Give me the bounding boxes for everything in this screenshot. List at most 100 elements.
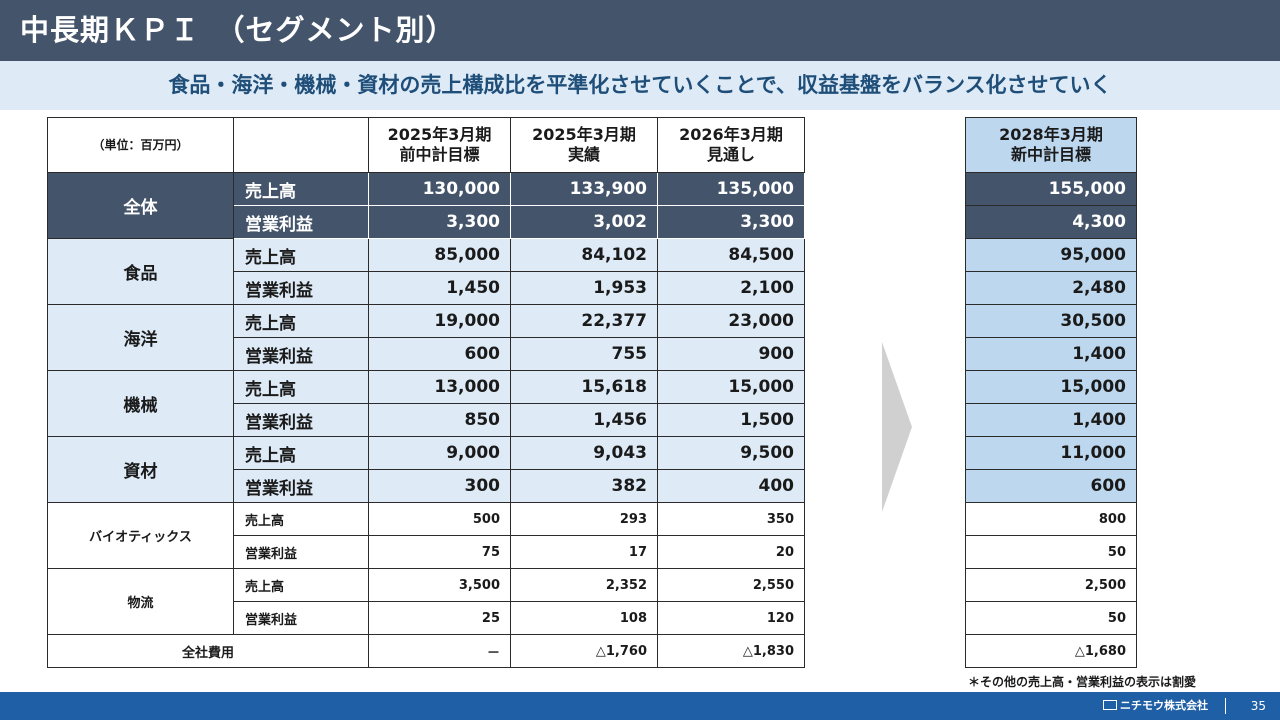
row-label: 売上高 <box>233 172 369 206</box>
cell-value: 120 <box>657 601 805 635</box>
table-row: バイオティックス 売上高 500 293 350 <box>47 502 805 569</box>
header-prev-target: 2025年3月期 前中計目標 <box>368 117 511 173</box>
cell-value: 75 <box>368 535 511 569</box>
row-label: 売上高 <box>233 436 369 470</box>
page-number: 35 <box>1250 699 1266 713</box>
chevron-right-icon <box>882 342 912 512</box>
row-label: 営業利益 <box>233 337 369 371</box>
table-row: 50 <box>965 535 1137 569</box>
cell-value: 1,500 <box>657 403 805 437</box>
page-title: 中長期ＫＰＩ （セグメント別） <box>0 0 1280 61</box>
table-row: 全体 売上高 130,000 133,900 135,000 <box>47 172 805 239</box>
cell-value: 3,500 <box>368 568 511 602</box>
cell-value: 500 <box>368 502 511 536</box>
header-actual: 2025年3月期 実績 <box>510 117 658 173</box>
cell-value: － <box>368 634 511 668</box>
target-value: 50 <box>965 535 1137 569</box>
table-row: 600 <box>965 469 1137 503</box>
table-row: 1,400 <box>965 337 1137 371</box>
segment-food: 食品 <box>47 238 234 305</box>
target-table: 2028年3月期 新中計目標 155,000 4,300 95,000 2,480… <box>965 117 1137 668</box>
segment-machinery: 機械 <box>47 370 234 437</box>
cell-value: 9,000 <box>368 436 511 470</box>
row-label: 営業利益 <box>233 535 369 569</box>
target-value: 800 <box>965 502 1137 536</box>
cell-value: 2,352 <box>510 568 658 602</box>
footer-divider <box>1225 698 1226 714</box>
row-label: 営業利益 <box>233 271 369 305</box>
unit-label: （単位：百万円） <box>47 117 234 173</box>
target-value: 155,000 <box>965 172 1137 206</box>
page-subtitle: 食品・海洋・機械・資材の売上構成比を平準化させていくことで、収益基盤をバランス化… <box>0 61 1280 110</box>
target-value: 2,480 <box>965 271 1137 305</box>
cell-value: △1,830 <box>657 634 805 668</box>
target-value: 2,500 <box>965 568 1137 602</box>
cell-value: 1,450 <box>368 271 511 305</box>
row-label: 営業利益 <box>233 601 369 635</box>
table-row: 物流 売上高 3,500 2,352 2,550 <box>47 568 805 635</box>
row-label: 売上高 <box>233 568 369 602</box>
cell-value: 900 <box>657 337 805 371</box>
row-label: 売上高 <box>233 502 369 536</box>
corporate-expenses-label: 全社費用 <box>47 634 369 668</box>
segment-materials: 資材 <box>47 436 234 503</box>
cell-value: 130,000 <box>368 172 511 206</box>
table-row: 営業利益 850 1,456 1,500 <box>48 403 805 437</box>
cell-value: 9,500 <box>657 436 805 470</box>
company-name: ニチモウ株式会社 <box>1120 699 1208 712</box>
cell-value: 850 <box>368 403 511 437</box>
row-label: 営業利益 <box>233 469 369 503</box>
cell-value: 3,300 <box>368 205 511 239</box>
table-row: 2,480 <box>965 271 1137 305</box>
target-value: 30,500 <box>965 304 1137 338</box>
cell-value: 15,618 <box>510 370 658 404</box>
cell-value: 2,100 <box>657 271 805 305</box>
target-value: 1,400 <box>965 403 1137 437</box>
table-row: 営業利益 75 17 20 <box>48 535 805 569</box>
row-label: 営業利益 <box>233 205 369 239</box>
cell-value: 2,550 <box>657 568 805 602</box>
segment-biotics: バイオティックス <box>47 502 234 569</box>
table-row: 50 <box>965 601 1137 635</box>
table-row: 営業利益 300 382 400 <box>48 469 805 503</box>
table-row: 食品 売上高 85,000 84,102 84,500 <box>47 238 805 305</box>
cell-value: 1,953 <box>510 271 658 305</box>
table-row: 1,400 <box>965 403 1137 437</box>
cell-value: △1,760 <box>510 634 658 668</box>
cell-value: 755 <box>510 337 658 371</box>
cell-value: 3,002 <box>510 205 658 239</box>
kpi-table: （単位：百万円） 2025年3月期 前中計目標 2025年3月期 実績 2026年3… <box>47 117 805 668</box>
cell-value: 9,043 <box>510 436 658 470</box>
logo-mark-icon <box>1103 700 1117 710</box>
target-value: 15,000 <box>965 370 1137 404</box>
table-row: 営業利益 25 108 120 <box>48 601 805 635</box>
cell-value: 22,377 <box>510 304 658 338</box>
cell-value: 300 <box>368 469 511 503</box>
cell-value: 25 <box>368 601 511 635</box>
table-row: 全社費用 － △1,760 △1,830 <box>47 634 805 668</box>
target-value: △1,680 <box>965 634 1137 668</box>
table-row: 資材 売上高 9,000 9,043 9,500 <box>47 436 805 503</box>
table-row: 機械 売上高 13,000 15,618 15,000 <box>47 370 805 437</box>
table-row: 30,500 <box>965 304 1137 338</box>
cell-value: 19,000 <box>368 304 511 338</box>
row-label: 売上高 <box>233 370 369 404</box>
cell-value: 293 <box>510 502 658 536</box>
cell-value: 350 <box>657 502 805 536</box>
table-row: 15,000 <box>965 370 1137 404</box>
target-value: 95,000 <box>965 238 1137 272</box>
cell-value: 85,000 <box>368 238 511 272</box>
table-row: 800 <box>965 502 1137 536</box>
table-row: 営業利益 600 755 900 <box>48 337 805 371</box>
cell-value: 84,500 <box>657 238 805 272</box>
cell-value: 108 <box>510 601 658 635</box>
table-row: 営業利益 3,300 3,002 3,300 <box>48 205 805 239</box>
cell-value: 382 <box>510 469 658 503</box>
cell-value: 84,102 <box>510 238 658 272</box>
target-value: 11,000 <box>965 436 1137 470</box>
row-label: 売上高 <box>233 238 369 272</box>
target-value: 50 <box>965 601 1137 635</box>
table-row: 11,000 <box>965 436 1137 470</box>
cell-value: 3,300 <box>657 205 805 239</box>
table-row: 海洋 売上高 19,000 22,377 23,000 <box>47 304 805 371</box>
